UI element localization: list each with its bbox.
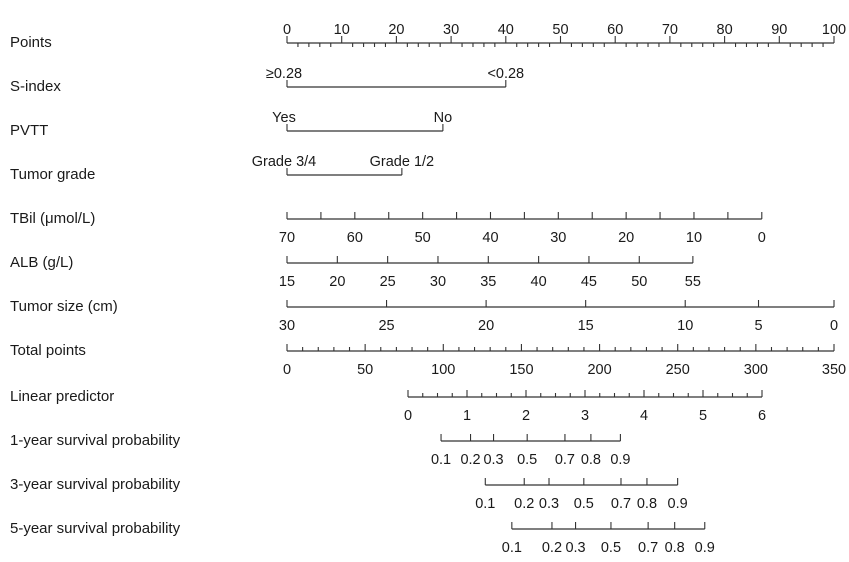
points-row-label: Points (10, 34, 52, 51)
total-points-tick-label: 150 (509, 362, 533, 378)
points-tick-label: 70 (662, 22, 678, 38)
points-tick-label: 100 (822, 22, 846, 38)
total-points-tick-label: 350 (822, 362, 846, 378)
alb-tick-label: 30 (430, 274, 446, 290)
tbil-tick-label: 60 (347, 230, 363, 246)
tbil-tick-label: 0 (758, 230, 766, 246)
s-index-tick-label: <0.28 (487, 66, 524, 82)
alb-tick-label: 35 (480, 274, 496, 290)
points-tick-label: 80 (717, 22, 733, 38)
survival-5y-tick-label: 0.1 (502, 540, 522, 556)
survival-3y-tick-label: 0.3 (539, 496, 559, 512)
survival-5y-tick-label: 0.7 (638, 540, 658, 556)
survival-1y-tick-label: 0.5 (517, 452, 537, 468)
survival-3y-tick-label: 0.2 (514, 496, 534, 512)
linear-predictor-tick-label: 5 (699, 408, 707, 424)
alb-tick-label: 45 (581, 274, 597, 290)
total-points-tick-label: 100 (431, 362, 455, 378)
survival-5y-tick-label: 0.2 (542, 540, 562, 556)
alb-tick-label: 55 (685, 274, 701, 290)
survival-1y-tick-label: 0.3 (483, 452, 503, 468)
alb-tick-label: 20 (329, 274, 345, 290)
alb-row-label: ALB (g/L) (10, 254, 73, 271)
tumor-size-tick-label: 5 (754, 318, 762, 334)
tumor-grade-tick-label: Grade 1/2 (370, 154, 435, 170)
linear-predictor-tick-label: 2 (522, 408, 530, 424)
tbil-tick-label: 10 (686, 230, 702, 246)
survival-5y-tick-label: 0.9 (695, 540, 715, 556)
linear-predictor-tick-label: 0 (404, 408, 412, 424)
points-tick-label: 0 (283, 22, 291, 38)
points-tick-label: 40 (498, 22, 514, 38)
total-points-tick-label: 200 (587, 362, 611, 378)
alb-tick-label: 15 (279, 274, 295, 290)
survival-3y-tick-label: 0.8 (637, 496, 657, 512)
tbil-tick-label: 20 (618, 230, 634, 246)
linear-predictor-tick-label: 1 (463, 408, 471, 424)
survival-1y-tick-label: 0.1 (431, 452, 451, 468)
total-points-tick-label: 0 (283, 362, 291, 378)
linear-predictor-tick-label: 6 (758, 408, 766, 424)
tbil-tick-label: 70 (279, 230, 295, 246)
tumor-size-tick-label: 30 (279, 318, 295, 334)
points-tick-label: 50 (552, 22, 568, 38)
alb-tick-label: 25 (380, 274, 396, 290)
alb-tick-label: 40 (531, 274, 547, 290)
s-index-tick-label: ≥0.28 (266, 66, 302, 82)
survival-1y-row-label: 1-year survival probability (10, 432, 181, 449)
tumor-size-row-label: Tumor size (cm) (10, 298, 118, 315)
pvtt-row-label: PVTT (10, 122, 48, 139)
tbil-tick-label: 30 (550, 230, 566, 246)
total-points-tick-label: 50 (357, 362, 373, 378)
linear-predictor-row-label: Linear predictor (10, 388, 114, 405)
survival-3y-tick-label: 0.1 (475, 496, 495, 512)
total-points-tick-label: 250 (666, 362, 690, 378)
tumor-grade-tick-label: Grade 3/4 (252, 154, 317, 170)
points-tick-label: 60 (607, 22, 623, 38)
tumor-size-tick-label: 0 (830, 318, 838, 334)
tumor-grade-row-label: Tumor grade (10, 166, 95, 183)
tumor-size-tick-label: 25 (378, 318, 394, 334)
survival-3y-row-label: 3-year survival probability (10, 476, 181, 493)
points-tick-label: 90 (771, 22, 787, 38)
survival-3y-tick-label: 0.9 (668, 496, 688, 512)
pvtt-tick-label: No (434, 110, 453, 126)
points-tick-label: 20 (388, 22, 404, 38)
tumor-size-tick-label: 20 (478, 318, 494, 334)
pvtt-tick-label: Yes (272, 110, 296, 126)
s-index-row-label: S-index (10, 78, 61, 95)
survival-5y-tick-label: 0.8 (665, 540, 685, 556)
survival-3y-tick-label: 0.5 (574, 496, 594, 512)
total-points-row-label: Total points (10, 342, 86, 359)
points-tick-label: 30 (443, 22, 459, 38)
points-tick-label: 10 (334, 22, 350, 38)
tumor-size-tick-label: 10 (677, 318, 693, 334)
total-points-tick-label: 300 (744, 362, 768, 378)
survival-1y-tick-label: 0.9 (610, 452, 630, 468)
survival-1y-tick-label: 0.2 (460, 452, 480, 468)
survival-5y-tick-label: 0.3 (565, 540, 585, 556)
survival-5y-row-label: 5-year survival probability (10, 520, 181, 537)
survival-3y-tick-label: 0.7 (611, 496, 631, 512)
tumor-size-tick-label: 15 (578, 318, 594, 334)
survival-1y-tick-label: 0.7 (555, 452, 575, 468)
tbil-tick-label: 40 (482, 230, 498, 246)
linear-predictor-tick-label: 3 (581, 408, 589, 424)
survival-1y-tick-label: 0.8 (581, 452, 601, 468)
linear-predictor-tick-label: 4 (640, 408, 648, 424)
tbil-row-label: TBil (μmol/L) (10, 210, 95, 227)
alb-tick-label: 50 (631, 274, 647, 290)
tbil-tick-label: 50 (415, 230, 431, 246)
survival-5y-tick-label: 0.5 (601, 540, 621, 556)
